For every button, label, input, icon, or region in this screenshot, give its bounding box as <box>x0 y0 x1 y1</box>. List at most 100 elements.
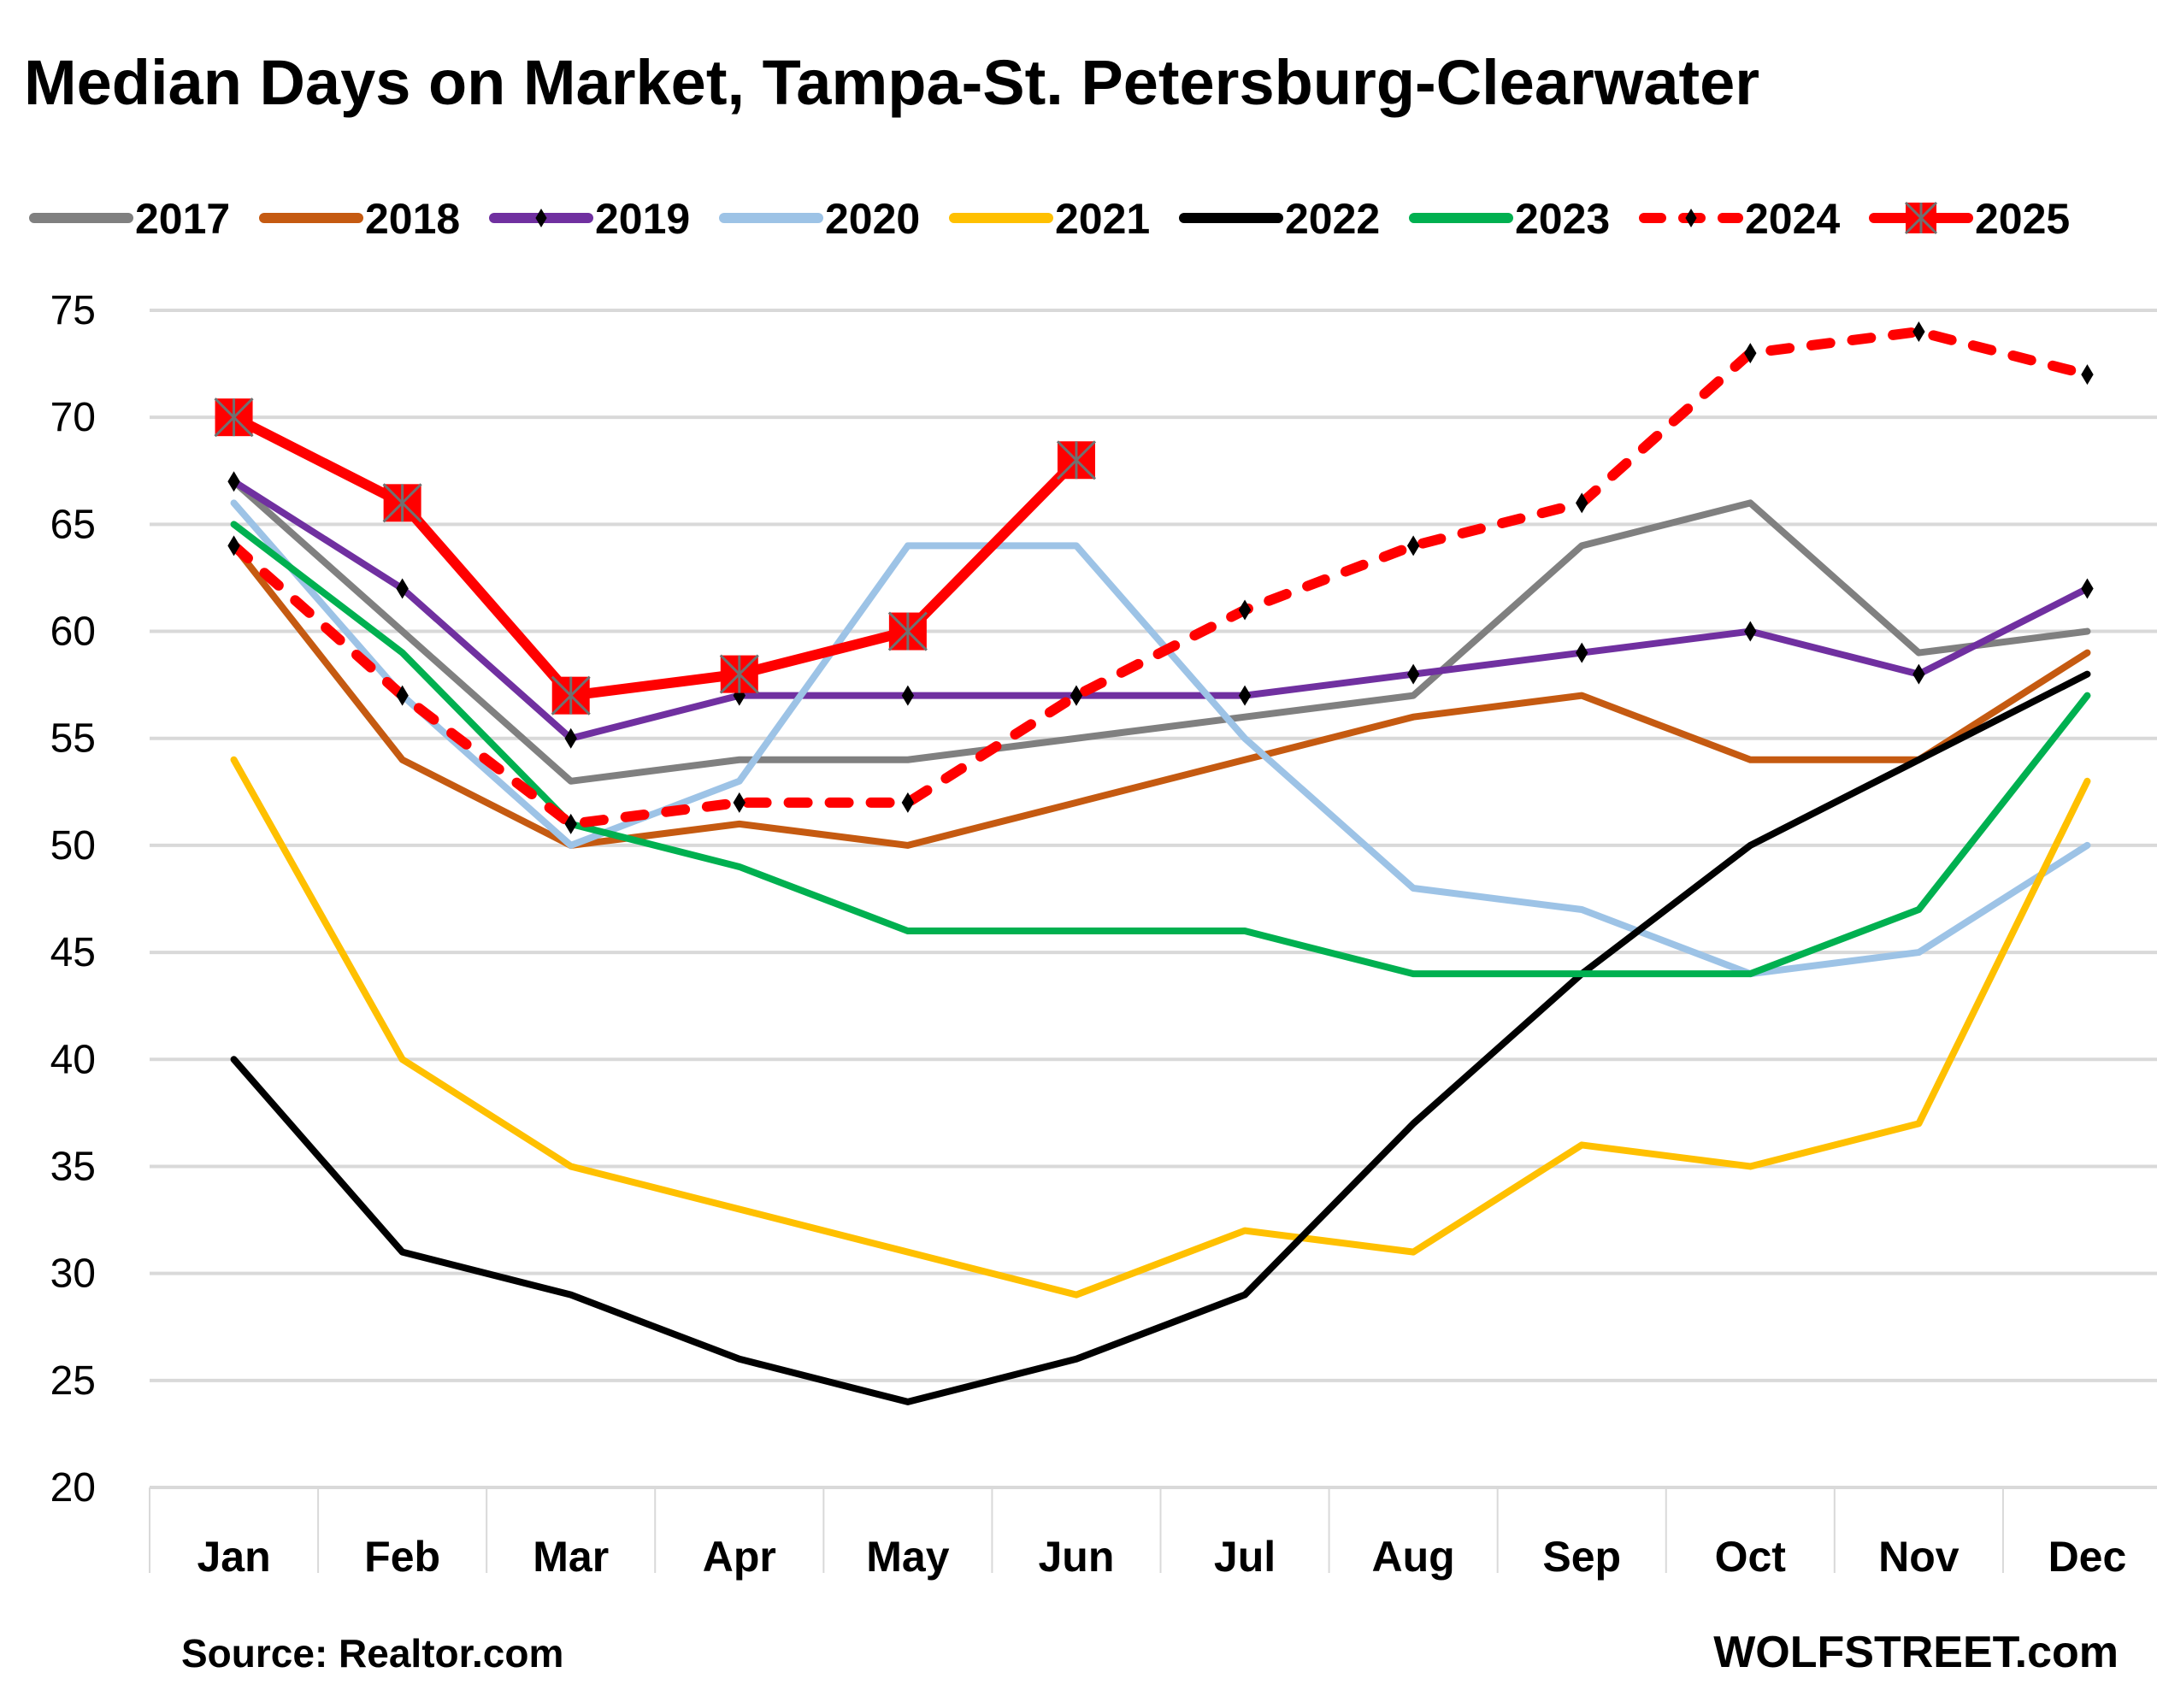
series-line-2023 <box>230 521 2091 978</box>
series-2022 <box>230 670 2091 1405</box>
chart-title: Median Days on Market, Tampa-St. Petersb… <box>24 47 1759 118</box>
legend-marker-diamond <box>1685 209 1697 227</box>
legend-item-2020: 2020 <box>719 195 920 243</box>
legend-label: 2019 <box>595 195 690 243</box>
data-point-2024 <box>1406 535 1420 557</box>
y-tick-label: 20 <box>50 1465 96 1511</box>
series-2021 <box>230 756 2091 1299</box>
data-point-2024 <box>227 535 240 557</box>
legend-item-2017: 2017 <box>29 195 230 243</box>
x-tick-label: Aug <box>1372 1533 1455 1581</box>
series-line-2024 <box>228 327 2093 829</box>
legend-item-2023: 2023 <box>1409 195 1610 243</box>
data-point-2019 <box>1238 685 1252 706</box>
x-tick-label: Jan <box>197 1533 270 1581</box>
data-point-2025 <box>551 675 591 716</box>
legend-label: 2024 <box>1745 195 1840 243</box>
series-2017 <box>230 478 2091 785</box>
y-tick-label: 70 <box>50 395 96 440</box>
y-tick-label: 60 <box>50 610 96 655</box>
series-line-2025 <box>228 412 1081 701</box>
x-tick-label: Sep <box>1542 1533 1621 1581</box>
x-tick-label: Apr <box>703 1533 776 1581</box>
x-axis: Jan Feb Mar Apr May Jun Jul Aug Sep Oct Nov Dec <box>149 1487 2127 1581</box>
y-tick-label: 50 <box>50 823 96 869</box>
data-point-2019 <box>901 685 915 706</box>
legend-marker-square-x <box>1904 201 1938 235</box>
y-tick-label: 65 <box>50 502 96 547</box>
legend-item-2024: 2024 <box>1639 195 1840 243</box>
series-2023 <box>230 521 2091 978</box>
x-tick-label: Mar <box>533 1533 609 1581</box>
legend-item-2019: 2019 <box>489 195 690 243</box>
brand-watermark: WOLFSTREET.com <box>1713 1628 2119 1677</box>
legend-label: 2018 <box>365 195 460 243</box>
legend: 2017 2018 2019 2020 2021 2022 2023 2024 2025 <box>29 195 2070 243</box>
legend-label: 2022 <box>1285 195 1380 243</box>
data-point-2024 <box>1912 321 1925 343</box>
data-point-2019 <box>396 578 409 599</box>
data-point-2024 <box>2081 364 2094 386</box>
y-tick-label: 40 <box>50 1037 96 1082</box>
data-point-2019 <box>564 727 577 749</box>
series-line-2021 <box>230 756 2091 1299</box>
y-tick-label: 30 <box>50 1252 96 1297</box>
x-tick-label: Dec <box>2048 1533 2127 1581</box>
y-axis: 20 25 30 35 40 45 50 55 60 65 70 75 <box>50 288 96 1511</box>
data-point-2019 <box>1744 621 1757 642</box>
legend-item-2022: 2022 <box>1179 195 1380 243</box>
x-tick-label: Jun <box>1039 1533 1115 1581</box>
series-2020 <box>230 499 2091 978</box>
legend-label: 2017 <box>135 195 230 243</box>
data-point-2024 <box>1576 492 1588 514</box>
y-tick-label: 75 <box>50 288 96 333</box>
legend-item-2018: 2018 <box>259 195 460 243</box>
data-point-2019 <box>227 471 240 492</box>
legend-item-2025: 2025 <box>1869 195 2070 243</box>
legend-label: 2025 <box>1975 195 2070 243</box>
x-tick-label: May <box>866 1533 949 1581</box>
y-tick-label: 45 <box>50 930 96 975</box>
data-point-2024 <box>1744 343 1757 364</box>
x-tick-label: Oct <box>1715 1533 1787 1581</box>
source-note: Source: Realtor.com <box>181 1631 563 1676</box>
data-point-2019 <box>1576 642 1588 663</box>
x-tick-label: Jul <box>1214 1533 1276 1581</box>
legend-marker-diamond <box>535 209 547 227</box>
series-line-2017 <box>230 478 2091 785</box>
data-point-2024 <box>1070 685 1083 706</box>
y-tick-label: 55 <box>50 716 96 762</box>
legend-label: 2020 <box>825 195 920 243</box>
series-2025 <box>214 398 1097 716</box>
data-point-2025 <box>382 483 422 523</box>
y-tick-label: 25 <box>50 1358 96 1404</box>
data-point-2019 <box>1406 663 1420 685</box>
data-point-2025 <box>214 398 254 438</box>
series-line-2019 <box>230 478 2091 742</box>
x-tick-label: Nov <box>1878 1533 1960 1581</box>
data-point-2019 <box>1912 663 1925 685</box>
data-point-2024 <box>733 792 746 813</box>
legend-item-2021: 2021 <box>949 195 1150 243</box>
data-point-2024 <box>901 792 915 813</box>
series-2024 <box>227 321 2094 834</box>
series-2018 <box>230 542 2091 849</box>
series-line-2018 <box>230 542 2091 849</box>
legend-label: 2023 <box>1515 195 1610 243</box>
data-point-2025 <box>887 611 928 651</box>
data-point-2024 <box>564 813 577 834</box>
series-layer <box>214 321 2094 1405</box>
gridlines <box>150 309 2157 1489</box>
series-line-2020 <box>230 499 2091 978</box>
data-point-2025 <box>1056 440 1097 480</box>
data-point-2019 <box>2081 578 2094 599</box>
legend-label: 2021 <box>1055 195 1150 243</box>
x-tick-label: Feb <box>364 1533 440 1581</box>
series-line-2022 <box>230 670 2091 1405</box>
data-point-2024 <box>1238 599 1252 621</box>
y-tick-label: 35 <box>50 1144 96 1189</box>
data-point-2025 <box>719 654 759 694</box>
data-point-2024 <box>396 685 409 706</box>
series-2019 <box>227 471 2094 749</box>
